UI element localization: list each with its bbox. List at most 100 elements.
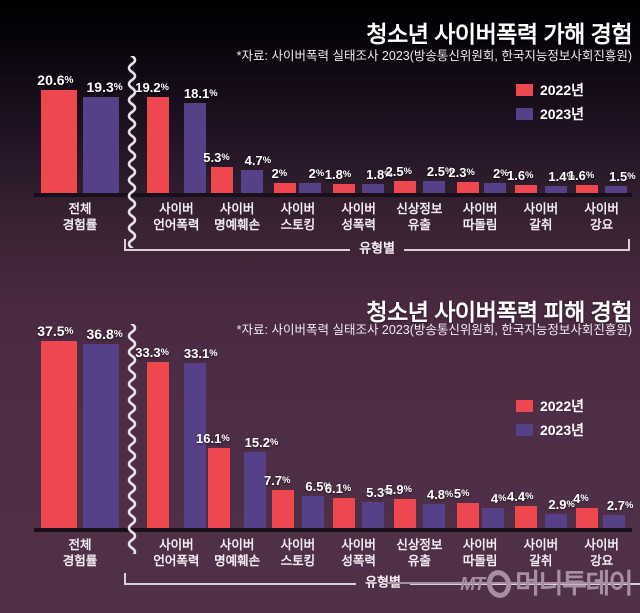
bar-2023 (240, 169, 263, 193)
bar-column: 7.7% (264, 472, 296, 528)
bar-2022 (332, 184, 355, 193)
legend-item-2023: 2023년 (515, 420, 584, 440)
category-label: 사이버 성폭력 (341, 538, 376, 568)
bar-2022 (575, 185, 598, 193)
bar-value-label: 5% (453, 486, 470, 502)
bar-2023 (301, 495, 324, 528)
bar-column: 18.1% (178, 85, 218, 193)
bar-2022 (393, 180, 416, 193)
bar-value-label: 4% (573, 491, 589, 507)
chart-source-note: *자료: 사이버폭력 실태조사 2023(방송통신위원회, 한국지능정보사회진흥… (236, 49, 632, 63)
bar-2022 (393, 498, 416, 528)
category-label: 사이버 갈취 (523, 202, 559, 232)
category-label: 사이버 명예훼손 (214, 538, 261, 568)
category-label: 신상정보 유출 (396, 202, 443, 232)
category-label: 사이버 성폭력 (341, 202, 376, 232)
logo-strike-line (386, 582, 630, 585)
bar-value-label: 33.1% (183, 345, 218, 361)
category-group: 33.3% 33.1% (135, 344, 218, 528)
bar-column: 1.8% (325, 166, 357, 193)
bar-2023 (603, 514, 626, 528)
chart-source-note: *자료: 사이버폭력 실태조사 2023(방송통신위원회, 한국지능정보사회진흥… (236, 323, 632, 337)
bar-value-label: 2% (493, 166, 509, 182)
bar-2023 (605, 185, 628, 193)
category-label: 사이버 강요 (584, 202, 619, 232)
plot-area: 20.6% 19.3% 19.2% 18.1% 5.3% 4.7% 2% 2% 1.8% 1.8%… (34, 71, 636, 193)
bar-2023 (362, 501, 385, 528)
bar-column: 4.4% (507, 488, 539, 528)
bar-2023 (299, 183, 322, 193)
bar-2022 (575, 508, 598, 528)
category-group: 7.7% 6.5% (264, 472, 332, 528)
bar-column: 1.6% (568, 167, 600, 193)
category-label: 사이버 언어폭력 (153, 202, 200, 232)
bracket-left-line (124, 573, 357, 585)
category-group: 4% 2.7% (571, 490, 633, 528)
bar-value-label: 2% (271, 166, 288, 182)
bar-value-label: 2.5% (385, 163, 412, 179)
bar-column: 36.8% (82, 326, 123, 528)
total-group: 20.6% 19.3% (34, 72, 126, 193)
bar-column: 2.7% (601, 497, 633, 528)
bar-value-label: 37.5% (37, 322, 74, 339)
bar-column: 20.6% (37, 72, 78, 193)
category-group: 1.6% 1.5% (568, 167, 636, 193)
bar-column: 2.9% (542, 496, 575, 528)
category-group: 1.6% 1.4% (507, 167, 575, 193)
legend: 2022년 2023년 (515, 396, 584, 440)
bar-column: 33.1% (178, 345, 218, 528)
bar-2022 (147, 97, 170, 193)
bar-value-label: 4% (490, 491, 507, 507)
bar-2023 (483, 183, 506, 193)
legend-label: 2022년 (539, 398, 584, 414)
bar-2022 (211, 166, 234, 193)
bar-value-label: 6.1% (324, 480, 352, 496)
bar-column: 5.9% (385, 481, 417, 528)
chart-perpetration-experience: 청소년 사이버폭력 가해 경험 *자료: 사이버폭력 실태조사 2023(방송통신… (0, 0, 640, 272)
bar-2022 (456, 181, 479, 193)
bar-column: 5.3% (360, 484, 393, 528)
bar-2023 (183, 362, 206, 528)
category-group: 1.8% 1.8% (325, 166, 393, 193)
chart-title: 청소년 사이버폭력 가해 경험 (366, 21, 632, 47)
bar-2022 (515, 185, 538, 193)
bracket-label: 유형별 (365, 574, 401, 590)
bar-value-label: 1.8% (324, 167, 352, 183)
bar-value-label: 2% (308, 166, 325, 182)
bar-value-label: 1.6% (567, 168, 595, 184)
bar-column: 2% (483, 165, 509, 193)
category-group: 6.1% 5.3% (324, 480, 393, 528)
category-group: 2.5% 2.5% (385, 163, 453, 193)
category-label: 사이버 따돌림 (462, 202, 498, 232)
bar-column: 2% (299, 165, 324, 193)
bar-value-label: 4.8% (426, 487, 454, 503)
bar-2022 (515, 506, 538, 528)
bar-2023 (481, 508, 504, 528)
bar-column: 1.8% (360, 166, 393, 193)
bar-2023 (82, 344, 119, 528)
bar-column: 37.5% (37, 323, 78, 528)
bar-2023 (544, 186, 567, 193)
bar-value-label: 2.3% (448, 164, 475, 180)
bar-column: 1.5% (603, 168, 636, 193)
bar-column: 19.3% (82, 79, 123, 193)
category-group: 5% 4% (450, 485, 511, 528)
moneytoday-logo: MT 머니투데이 (386, 566, 633, 602)
bar-2023 (82, 96, 119, 193)
bar-column: 4.7% (239, 152, 271, 193)
bar-value-label: 1.4% (548, 169, 575, 185)
bar-column: 2.3% (448, 164, 480, 193)
bracket-label: 유형별 (359, 240, 395, 256)
category-group: 5.3% 4.7% (203, 149, 271, 193)
category-label: 사이버 강요 (584, 538, 619, 568)
bracket-right-line (403, 239, 631, 251)
bar-2023 (362, 184, 385, 193)
bar-2023 (244, 452, 267, 528)
bar-value-label: 5.3% (203, 149, 230, 165)
bar-2023 (423, 180, 446, 193)
bar-2022 (207, 447, 230, 528)
category-labels-row: 전체 경험률 사이버 언어폭력 사이버 명예훼손 사이버 스토킹 사이버 성폭력 신상정보 유출 사이버… (34, 201, 632, 233)
bar-value-label: 19.3% (86, 78, 123, 95)
bar-value-label: 7.7% (263, 472, 291, 488)
bar-2022 (274, 183, 297, 193)
